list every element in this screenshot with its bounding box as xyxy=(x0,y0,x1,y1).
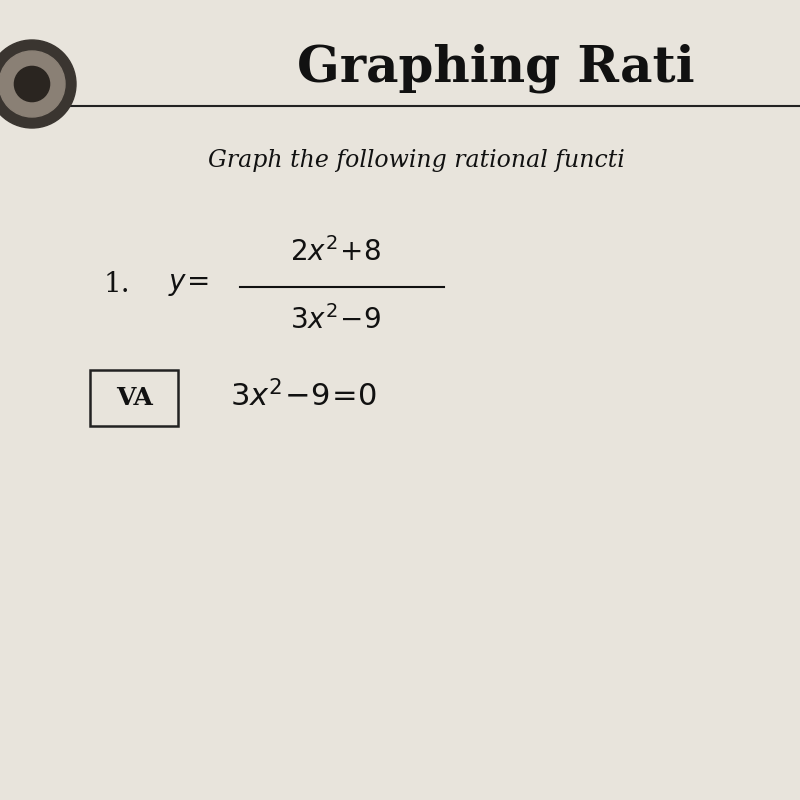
Circle shape xyxy=(0,40,76,128)
Text: 1.: 1. xyxy=(104,270,130,298)
Text: Graphing Rati: Graphing Rati xyxy=(297,43,695,93)
Text: $2x^2\!+\!8$: $2x^2\!+\!8$ xyxy=(290,237,382,267)
Text: Graph the following rational functi: Graph the following rational functi xyxy=(208,149,624,171)
FancyBboxPatch shape xyxy=(90,370,178,426)
Text: $y\!=\!$: $y\!=\!$ xyxy=(168,270,208,298)
Circle shape xyxy=(14,66,50,102)
Circle shape xyxy=(0,51,65,117)
Text: $3x^2\!-\!9$: $3x^2\!-\!9$ xyxy=(290,305,382,335)
Text: VA: VA xyxy=(116,386,153,410)
Text: $3x^2\!-\!9\!=\!0$: $3x^2\!-\!9\!=\!0$ xyxy=(230,382,378,414)
